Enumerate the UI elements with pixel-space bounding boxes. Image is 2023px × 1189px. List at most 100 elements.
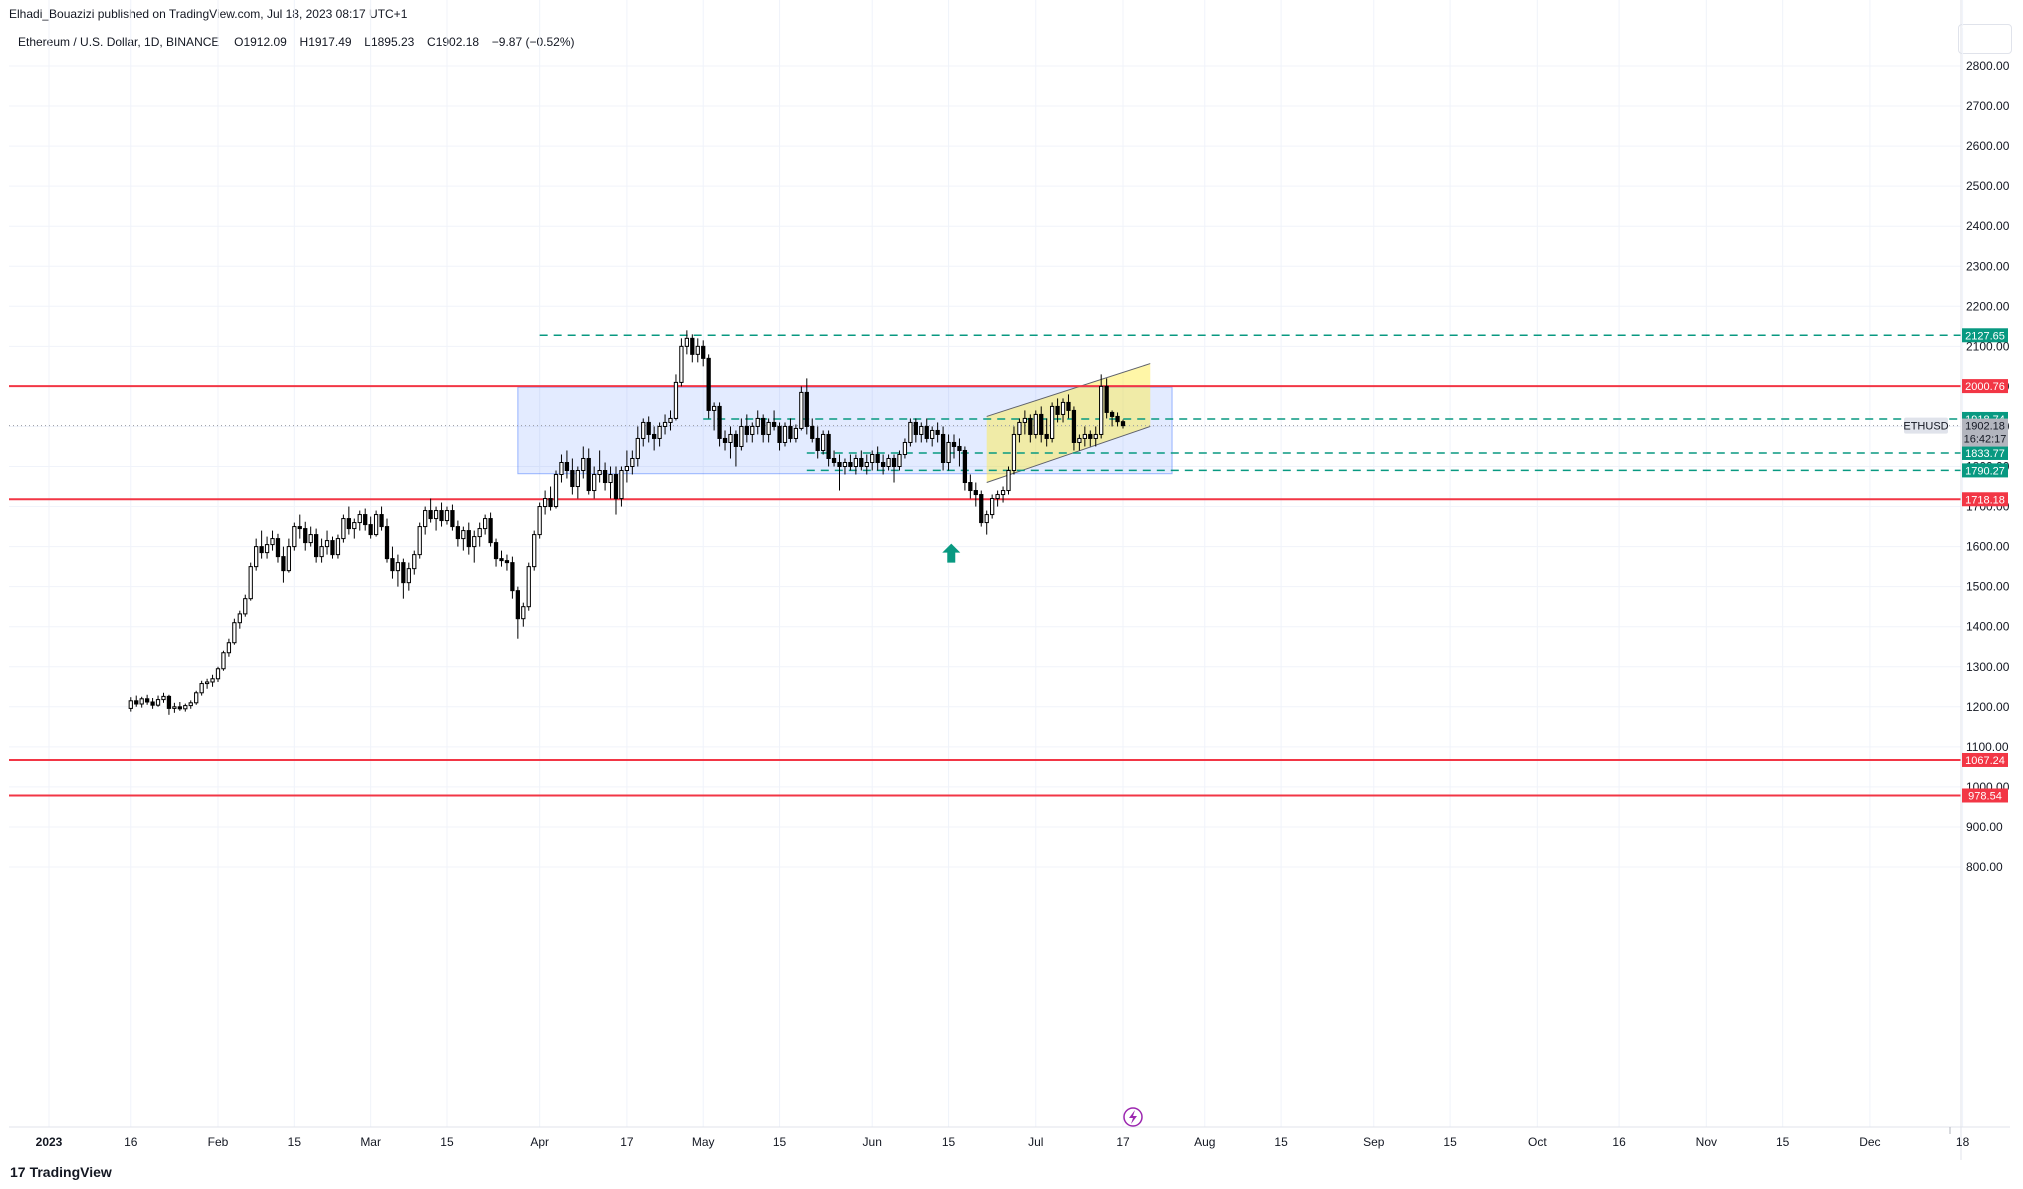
candle-body (308, 534, 313, 544)
high-value: 1917.49 (308, 35, 352, 49)
candle-body (995, 494, 1000, 500)
candle-body (777, 425, 782, 443)
date-tick-label: 16 (124, 1135, 138, 1149)
candle-body (1044, 433, 1049, 439)
candle-body (990, 498, 995, 516)
candle-body (134, 700, 139, 705)
candle-body (335, 538, 341, 556)
candle-body (401, 562, 406, 584)
symbol-badge (1904, 417, 1948, 434)
candle-body (913, 421, 918, 435)
candle-body (553, 474, 559, 508)
candle-body (183, 705, 188, 710)
candle-body (488, 518, 493, 544)
candle-body (793, 427, 799, 439)
candle-body (979, 494, 984, 524)
candles (128, 330, 1126, 715)
candle-body (744, 425, 749, 435)
candle-body (766, 421, 771, 435)
level-price-label: 1833.77 (1965, 448, 2005, 460)
candle-body (1060, 401, 1066, 415)
price-tick-label: 2700.00 (1966, 99, 2010, 113)
price-tick-label: 2200.00 (1966, 299, 2010, 313)
candle-body (739, 425, 744, 447)
low-value: 1895.23 (370, 35, 415, 49)
candle-body (652, 433, 657, 439)
candle-body (1022, 417, 1028, 423)
candle-body (831, 457, 837, 463)
candle-body (930, 429, 935, 439)
candle-body (1028, 417, 1033, 435)
candle-body (570, 470, 575, 488)
candle-body (259, 546, 264, 554)
symbol-title[interactable]: Ethereum / U.S. Dollar, 1D, BINANCE (18, 35, 220, 49)
candle-body (919, 425, 924, 435)
date-tick-label: Feb (208, 1135, 229, 1149)
candle-body (1077, 437, 1082, 443)
level-price-tag (1962, 328, 2008, 343)
candle-body (870, 453, 875, 463)
price-tick-label: 2600.00 (1966, 139, 2010, 153)
candle-body (788, 425, 793, 439)
candle-body (1082, 433, 1087, 439)
candle-body (166, 695, 172, 709)
lightning-bolt (1129, 1110, 1137, 1124)
candle-body (706, 357, 711, 411)
candle-body (973, 490, 978, 496)
arrow-up-icon (942, 543, 961, 563)
candle-body (613, 474, 619, 500)
price-tick-label: 2400.00 (1966, 219, 2010, 233)
candle-body (815, 437, 820, 451)
candle-body (624, 466, 630, 472)
date-tick-label: 17 (1116, 1135, 1130, 1149)
candle-body (864, 461, 869, 467)
candle-body (630, 457, 635, 467)
level-price-tag (1962, 752, 2008, 767)
candle-body (472, 536, 477, 548)
tradingview-logo[interactable]: 17 TradingView (10, 1164, 112, 1180)
low-label: L (364, 35, 371, 49)
level-price-label: 1067.24 (1965, 755, 2005, 767)
candle-body (891, 457, 897, 467)
candle-body (733, 433, 739, 447)
candle-body (1120, 421, 1126, 427)
candle-body (352, 522, 357, 530)
candle-body (510, 562, 515, 592)
candle-body (499, 558, 504, 562)
candle-body (935, 429, 940, 435)
candle-body (968, 482, 973, 492)
date-tick-label: 15 (1776, 1135, 1790, 1149)
candle-body (586, 457, 591, 492)
candle-body (940, 433, 946, 463)
grid (9, 0, 1964, 1127)
candle-body (1066, 401, 1071, 411)
candle-body (139, 698, 144, 705)
candle-body (477, 528, 482, 538)
date-tick-label: 2023 (36, 1135, 63, 1149)
last-price-label: 1902.18 (1965, 421, 2005, 433)
candle-body (662, 421, 668, 427)
candle-body (750, 425, 755, 435)
candle-body (521, 606, 526, 620)
candle-body (210, 678, 215, 683)
candle-body (701, 345, 706, 359)
candle-body (1039, 413, 1044, 435)
price-tick-label: 900.00 (1966, 820, 2003, 834)
candle-body (1104, 385, 1109, 413)
candle-body (902, 441, 908, 455)
candle-body (221, 652, 226, 670)
candle-body (237, 613, 242, 624)
candle-body (248, 566, 253, 600)
candle-body (243, 598, 248, 615)
candle-body (837, 461, 842, 467)
candle-body (346, 518, 351, 530)
chart-settings-button[interactable] (1958, 24, 2012, 54)
price-tick-label: 2100.00 (1966, 339, 2010, 353)
candle-body (946, 441, 951, 463)
candle-body (853, 457, 858, 467)
candle-body (810, 425, 815, 439)
candle-body (1099, 385, 1104, 435)
candle-body (172, 706, 177, 709)
date-tick-label: Jun (863, 1135, 882, 1149)
